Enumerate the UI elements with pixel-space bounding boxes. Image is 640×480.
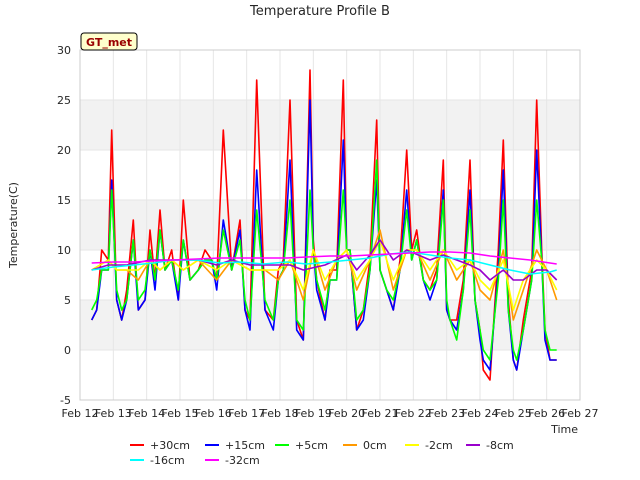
legend-item: -32cm xyxy=(205,454,260,467)
grid-bands xyxy=(80,100,580,350)
legend-label: +15cm xyxy=(225,439,265,452)
x-axis-label: Time xyxy=(550,423,578,436)
legend-label: -8cm xyxy=(486,439,514,452)
y-tick-label: -5 xyxy=(60,394,71,407)
x-tick-label: Feb 18 xyxy=(262,407,299,420)
x-tick-label: Feb 21 xyxy=(362,407,399,420)
x-tick-label: Feb 19 xyxy=(295,407,332,420)
annotation-box: GT_met xyxy=(80,32,138,51)
x-tick-label: Feb 12 xyxy=(62,407,99,420)
y-tick-label: 0 xyxy=(64,344,71,357)
legend-item: -8cm xyxy=(466,439,514,452)
x-tick-label: Feb 25 xyxy=(495,407,532,420)
legend-item: +15cm xyxy=(205,439,265,452)
x-tick-label: Feb 23 xyxy=(428,407,465,420)
legend-label: 0cm xyxy=(363,439,387,452)
x-tick-label: Feb 26 xyxy=(528,407,565,420)
plot-area-frame xyxy=(79,49,581,401)
legend-label: +5cm xyxy=(295,439,328,452)
series-line-32cm xyxy=(91,251,557,265)
grid-band xyxy=(80,300,580,350)
legend: +30cm +15cm +5cm 0cm -2cm -8cm -16cm -32cm xyxy=(130,439,514,467)
y-tick-label: 5 xyxy=(64,294,71,307)
legend-label: +30cm xyxy=(150,439,190,452)
x-tick-label: Feb 17 xyxy=(228,407,265,420)
x-tick-label: Feb 22 xyxy=(395,407,432,420)
x-tick-label: Feb 27 xyxy=(562,407,599,420)
series-line-5cm xyxy=(90,159,557,361)
chart-title: Temperature Profile B xyxy=(249,4,390,19)
y-tick-label: 30 xyxy=(57,44,71,57)
y-tick-label: 10 xyxy=(57,244,71,257)
legend-label: -16cm xyxy=(150,454,185,467)
series-lines xyxy=(90,69,558,381)
x-tick-label: Feb 13 xyxy=(95,407,132,420)
x-tick-label: Feb 20 xyxy=(328,407,365,420)
legend-item: -2cm xyxy=(405,439,453,452)
y-tick-label: 15 xyxy=(57,194,71,207)
x-tick-label: Feb 16 xyxy=(195,407,232,420)
x-tick-label: Feb 15 xyxy=(162,407,199,420)
grid-band xyxy=(80,100,580,150)
x-tick-label: Feb 14 xyxy=(128,407,165,420)
annotation-background xyxy=(80,32,138,51)
legend-item: +30cm xyxy=(130,439,190,452)
legend-item: +5cm xyxy=(275,439,328,452)
legend-label: -2cm xyxy=(425,439,453,452)
x-tick-label: Feb 24 xyxy=(462,407,499,420)
y-tick-label: 20 xyxy=(57,144,71,157)
legend-label: -32cm xyxy=(225,454,260,467)
legend-item: 0cm xyxy=(343,439,387,452)
annotation-label: GT_met xyxy=(86,36,132,49)
legend-item: -16cm xyxy=(130,454,185,467)
y-tick-label: 25 xyxy=(57,94,71,107)
y-axis-label: Temperature(C) xyxy=(7,182,20,269)
